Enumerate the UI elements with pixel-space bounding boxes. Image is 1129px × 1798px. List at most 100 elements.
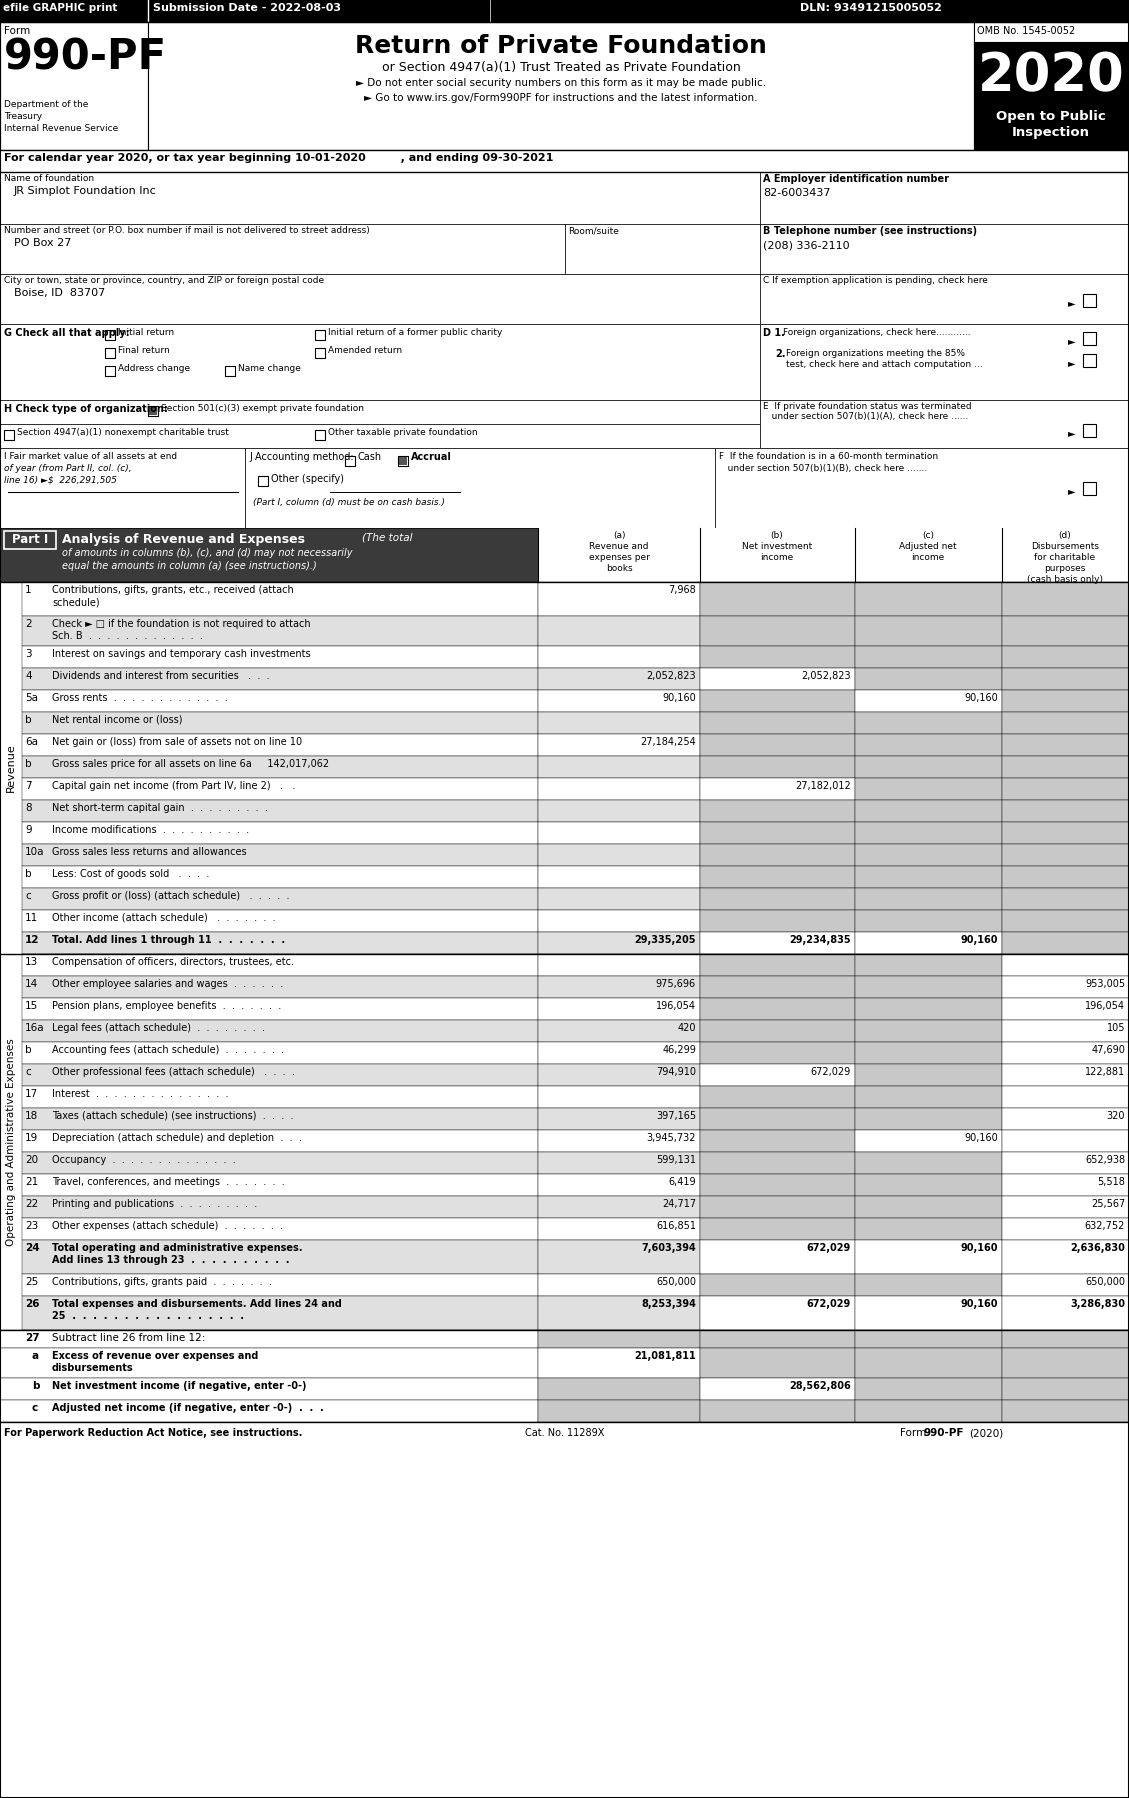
Text: (208) 336-2110: (208) 336-2110	[763, 239, 850, 250]
Bar	[539, 1064, 700, 1086]
Text: 46,299: 46,299	[662, 1045, 695, 1055]
Bar	[21, 910, 539, 931]
Bar	[700, 888, 855, 910]
Bar	[1083, 333, 1096, 345]
Text: Initial return of a former public charity: Initial return of a former public charit…	[329, 327, 502, 336]
Text: (Part I, column (d) must be on cash basis.): (Part I, column (d) must be on cash basi…	[253, 498, 445, 507]
Bar	[1003, 867, 1129, 888]
Bar	[539, 1129, 700, 1153]
Bar	[539, 931, 700, 955]
Text: 953,005: 953,005	[1085, 978, 1124, 989]
Bar	[539, 1086, 700, 1108]
Bar	[855, 1217, 1003, 1241]
Bar	[1003, 931, 1129, 955]
Text: equal the amounts in column (a) (see instructions).): equal the amounts in column (a) (see ins…	[62, 561, 317, 572]
Bar	[0, 399, 760, 424]
Text: Operating and Administrative Expenses: Operating and Administrative Expenses	[6, 1037, 16, 1246]
Text: 672,029: 672,029	[811, 1066, 851, 1077]
Text: 18: 18	[25, 1111, 38, 1120]
Bar	[760, 399, 1129, 448]
Bar	[855, 779, 1003, 800]
Bar	[760, 273, 1129, 324]
Bar	[1003, 755, 1129, 779]
Bar	[539, 712, 700, 734]
Text: Cash: Cash	[358, 451, 382, 462]
Bar	[1003, 1377, 1129, 1401]
Text: 21: 21	[25, 1178, 38, 1187]
Bar	[1003, 669, 1129, 690]
Text: Excess of revenue over expenses and
disbursements: Excess of revenue over expenses and disb…	[52, 1350, 259, 1374]
Bar	[21, 1153, 539, 1174]
Text: (2020): (2020)	[969, 1428, 1004, 1438]
Bar	[539, 1217, 700, 1241]
Bar	[5, 430, 14, 441]
Text: 7: 7	[25, 780, 32, 791]
Text: Interest on savings and temporary cash investments: Interest on savings and temporary cash i…	[52, 649, 310, 660]
Bar	[539, 843, 700, 867]
Text: 397,165: 397,165	[656, 1111, 695, 1120]
Bar	[539, 1296, 700, 1331]
Bar	[1003, 1153, 1129, 1174]
Bar	[1003, 617, 1129, 645]
Text: 2.: 2.	[774, 349, 786, 360]
Bar	[0, 22, 148, 149]
Text: (c)
Adjusted net
income: (c) Adjusted net income	[899, 530, 956, 563]
Bar	[399, 457, 408, 466]
Text: or Section 4947(a)(1) Trust Treated as Private Foundation: or Section 4947(a)(1) Trust Treated as P…	[382, 61, 741, 74]
Bar	[700, 822, 855, 843]
Text: Net rental income or (loss): Net rental income or (loss)	[52, 716, 183, 725]
Bar	[855, 867, 1003, 888]
Bar	[855, 690, 1003, 712]
Text: (a)
Revenue and
expenses per
books: (a) Revenue and expenses per books	[588, 530, 649, 574]
Text: under section 507(b)(1)(B), check here .......: under section 507(b)(1)(B), check here .…	[719, 464, 927, 473]
Bar	[1003, 645, 1129, 669]
Bar	[1003, 1401, 1129, 1422]
Text: b: b	[32, 1381, 40, 1392]
Bar	[0, 1348, 539, 1377]
Bar	[855, 931, 1003, 955]
Bar	[539, 1108, 700, 1129]
Text: Total. Add lines 1 through 11  .  .  .  .  .  .  .: Total. Add lines 1 through 11 . . . . . …	[52, 935, 286, 946]
Text: Depreciation (attach schedule) and depletion  .  .  .: Depreciation (attach schedule) and deple…	[52, 1133, 301, 1144]
Bar	[700, 1086, 855, 1108]
Text: Internal Revenue Service: Internal Revenue Service	[5, 124, 119, 133]
Text: ►: ►	[1068, 336, 1076, 345]
Bar	[0, 448, 245, 529]
Text: D 1.: D 1.	[763, 327, 785, 338]
Text: Taxes (attach schedule) (see instructions)  .  .  .  .: Taxes (attach schedule) (see instruction…	[52, 1111, 294, 1120]
Bar	[700, 712, 855, 734]
Bar	[1003, 888, 1129, 910]
Text: Part I: Part I	[12, 532, 49, 547]
Bar	[539, 955, 700, 976]
Bar	[21, 1019, 539, 1043]
Text: Accounting fees (attach schedule)  .  .  .  .  .  .  .: Accounting fees (attach schedule) . . . …	[52, 1045, 285, 1055]
Bar	[539, 1043, 700, 1064]
Bar	[0, 1401, 539, 1422]
Bar	[399, 457, 406, 466]
Text: Contributions, gifts, grants, etc., received (attach
schedule): Contributions, gifts, grants, etc., rece…	[52, 584, 294, 608]
Text: Net short-term capital gain  .  .  .  .  .  .  .  .  .: Net short-term capital gain . . . . . . …	[52, 804, 268, 813]
Bar	[21, 800, 539, 822]
Bar	[1003, 1129, 1129, 1153]
Text: 19: 19	[25, 1133, 38, 1144]
Bar	[539, 976, 700, 998]
Bar	[1003, 1331, 1129, 1348]
Bar	[700, 1348, 855, 1377]
Text: Dividends and interest from securities   .  .  .: Dividends and interest from securities .…	[52, 671, 270, 681]
Bar	[539, 669, 700, 690]
Text: ►: ►	[1068, 298, 1076, 307]
Text: 11: 11	[25, 913, 38, 922]
Text: 652,938: 652,938	[1085, 1154, 1124, 1165]
Text: 196,054: 196,054	[656, 1001, 695, 1010]
Text: ► Go to www.irs.gov/Form990PF for instructions and the latest information.: ► Go to www.irs.gov/Form990PF for instru…	[365, 93, 758, 102]
Bar	[21, 617, 539, 645]
Text: 3,945,732: 3,945,732	[647, 1133, 695, 1144]
Bar	[21, 669, 539, 690]
Text: (b)
Net investment
income: (b) Net investment income	[742, 530, 812, 563]
Bar	[700, 1196, 855, 1217]
Text: Adjusted net income (if negative, enter -0-)  .  .  .: Adjusted net income (if negative, enter …	[52, 1402, 324, 1413]
Text: 90,160: 90,160	[961, 935, 998, 946]
Text: Total expenses and disbursements. Add lines 24 and
25  .  .  .  .  .  .  .  .  .: Total expenses and disbursements. Add li…	[52, 1298, 342, 1322]
Bar	[1003, 1348, 1129, 1377]
Bar	[21, 645, 539, 669]
